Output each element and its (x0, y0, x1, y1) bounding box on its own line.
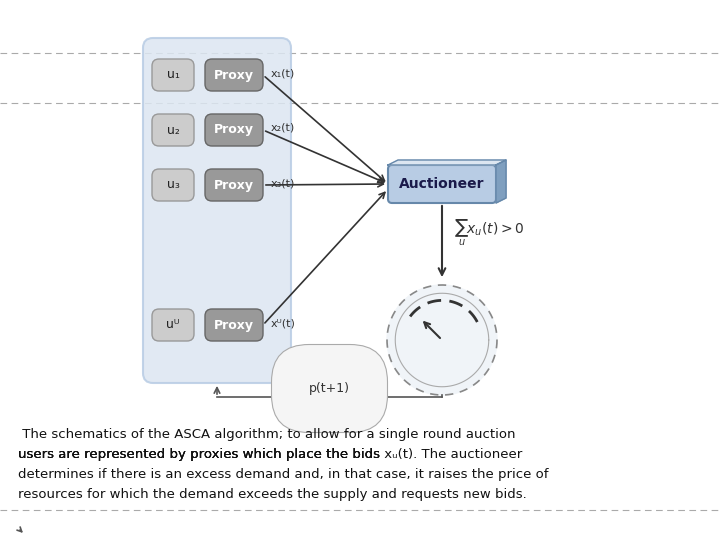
Text: resources for which the demand exceeds the supply and requests new bids.: resources for which the demand exceeds t… (18, 488, 527, 501)
Text: x₃(t): x₃(t) (271, 178, 295, 188)
FancyBboxPatch shape (152, 59, 194, 91)
Text: uᵁ: uᵁ (166, 319, 180, 332)
FancyBboxPatch shape (205, 169, 263, 201)
Text: xᵁ(t): xᵁ(t) (271, 318, 296, 328)
Text: The schematics of the ASCA algorithm; to allow for a single round auction: The schematics of the ASCA algorithm; to… (18, 428, 516, 441)
Text: users are represented by proxies which place the bids xᵤ(t). The auctioneer: users are represented by proxies which p… (18, 448, 522, 461)
Polygon shape (496, 160, 506, 203)
Polygon shape (388, 160, 506, 165)
FancyBboxPatch shape (152, 169, 194, 201)
Text: determines if there is an excess demand and, in that case, it raises the price o: determines if there is an excess demand … (18, 468, 549, 481)
FancyBboxPatch shape (205, 114, 263, 146)
Text: u₂: u₂ (166, 124, 179, 137)
Text: Proxy: Proxy (214, 179, 254, 192)
Text: x₁(t): x₁(t) (271, 68, 295, 78)
Text: users are represented by proxies which place the bids: users are represented by proxies which p… (18, 448, 384, 461)
Text: u₁: u₁ (166, 69, 179, 82)
Text: u₃: u₃ (166, 179, 179, 192)
FancyBboxPatch shape (388, 165, 496, 203)
Text: users are represented by proxies which place the bids: users are represented by proxies which p… (18, 448, 384, 461)
Text: p(t+1): p(t+1) (309, 382, 350, 395)
FancyBboxPatch shape (143, 38, 291, 383)
Circle shape (387, 285, 497, 395)
Text: Proxy: Proxy (214, 319, 254, 332)
FancyBboxPatch shape (205, 59, 263, 91)
FancyBboxPatch shape (152, 309, 194, 341)
Text: Proxy: Proxy (214, 124, 254, 137)
FancyBboxPatch shape (205, 309, 263, 341)
Text: $\sum_u x_u(t) > 0$: $\sum_u x_u(t) > 0$ (454, 218, 524, 248)
Text: Auctioneer: Auctioneer (400, 177, 485, 191)
FancyBboxPatch shape (152, 114, 194, 146)
Text: Proxy: Proxy (214, 69, 254, 82)
Text: x₂(t): x₂(t) (271, 123, 295, 133)
